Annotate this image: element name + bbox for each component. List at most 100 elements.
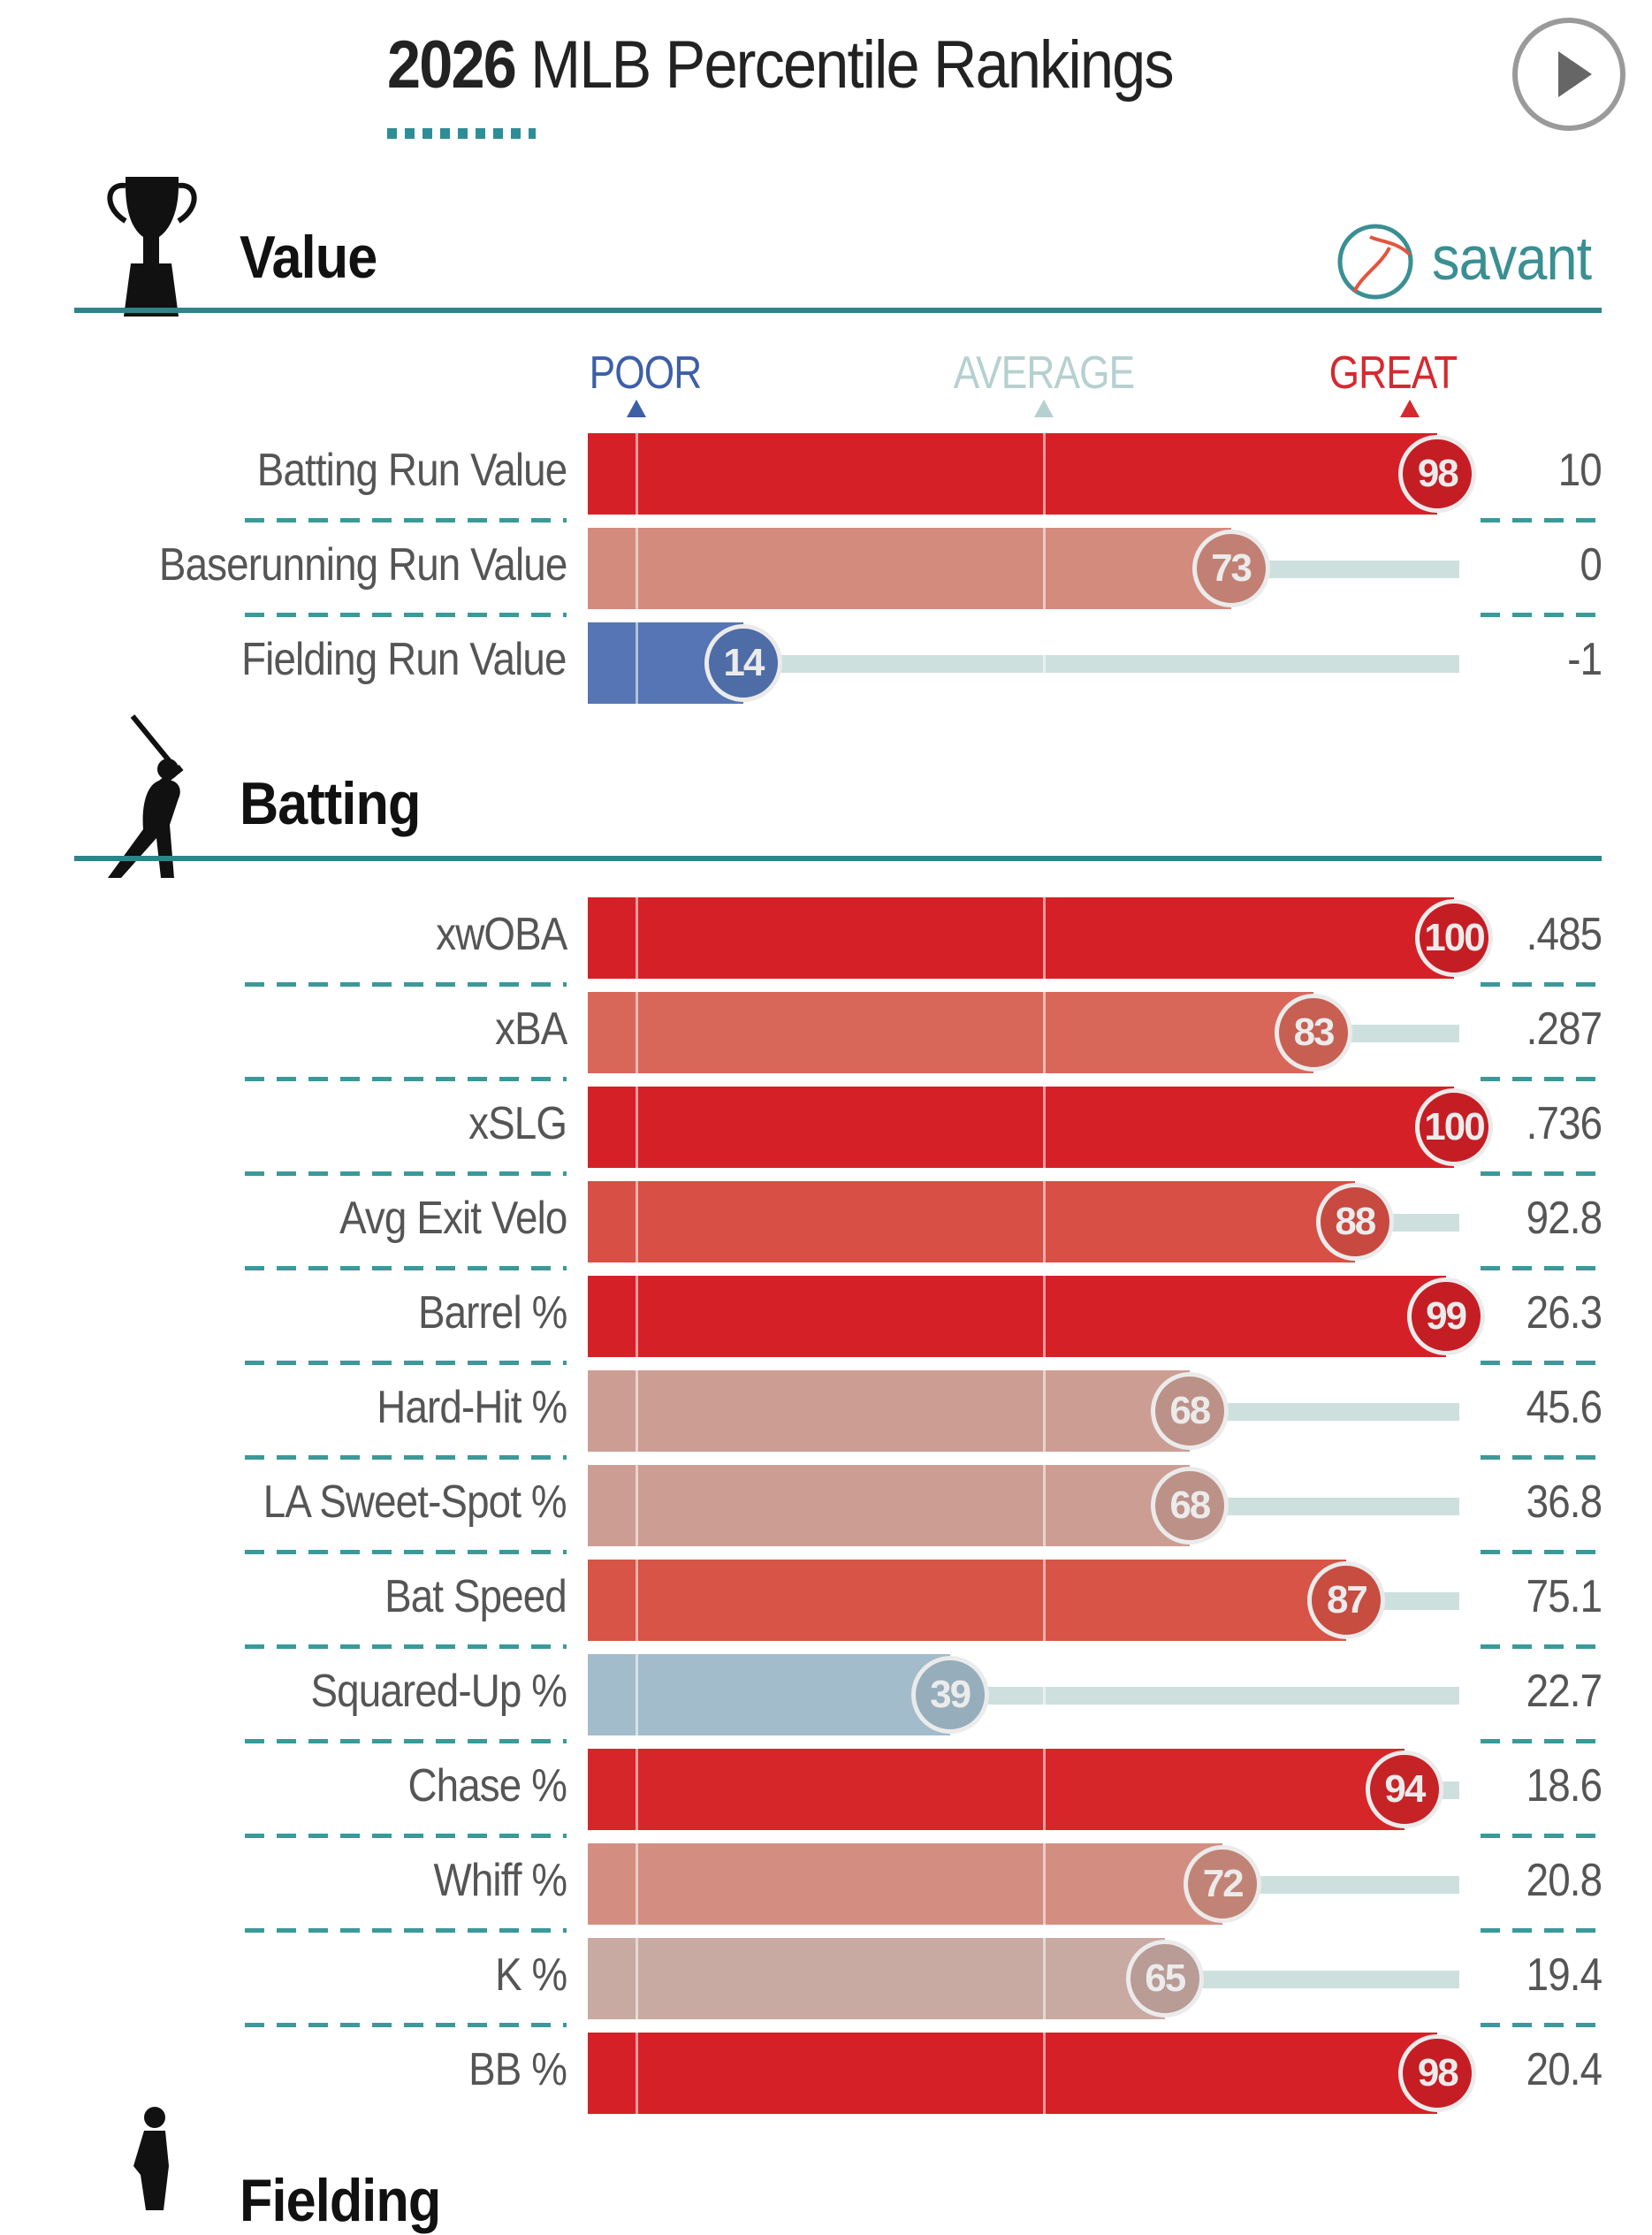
percentile-bar (588, 1749, 1405, 1830)
metric-row[interactable]: xSLG 100 .736 (0, 1087, 1652, 1181)
average-gridline (1043, 622, 1046, 704)
average-gridline (1043, 1370, 1046, 1452)
metric-row[interactable]: xwOBA 100 .485 (0, 897, 1652, 992)
metric-row[interactable]: BB % 98 20.4 (0, 2033, 1652, 2127)
title-text: MLB Percentile Rankings (514, 27, 1174, 103)
percentile-circle: 98 (1398, 435, 1477, 513)
poor-gridline (636, 1749, 638, 1830)
savant-logo-icon (1337, 224, 1413, 300)
section-title-value: Value (240, 224, 377, 291)
metric-row[interactable]: Fielding Run Value 14 -1 (0, 622, 1652, 717)
poor-gridline (636, 1938, 638, 2019)
row-separator (245, 1455, 567, 1460)
row-separator (245, 1834, 567, 1838)
average-gridline (1043, 1654, 1046, 1735)
metric-value: .736 (1526, 1098, 1602, 1149)
row-separator (245, 1361, 567, 1365)
metric-value: -1 (1567, 634, 1603, 685)
average-gridline (1043, 2033, 1046, 2114)
poor-gridline (636, 1181, 638, 1262)
average-gridline (1043, 1560, 1046, 1641)
poor-gridline (636, 1087, 638, 1168)
row-separator (1481, 518, 1602, 523)
metric-label: Barrel % (417, 1287, 567, 1339)
metric-label: xBA (494, 1003, 567, 1055)
row-separator (245, 1171, 567, 1176)
metric-value: 45.6 (1526, 1382, 1602, 1433)
metric-label: Baserunning Run Value (158, 539, 567, 591)
percentile-circle: 100 (1415, 1088, 1493, 1166)
metric-row[interactable]: LA Sweet-Spot % 68 36.8 (0, 1465, 1652, 1560)
great-arrow-icon (1400, 400, 1420, 417)
percentile-circle: 94 (1365, 1751, 1443, 1828)
metric-value: 22.7 (1526, 1666, 1602, 1717)
scale-label-average: AVERAGE (953, 347, 1135, 399)
row-separator (245, 982, 567, 987)
metric-label: Bat Speed (384, 1571, 567, 1622)
percentile-bar (588, 897, 1454, 979)
play-button[interactable] (1512, 18, 1625, 131)
batter-icon (108, 714, 184, 878)
poor-gridline (636, 1276, 638, 1357)
poor-gridline (636, 1843, 638, 1925)
page-title: 2026 MLB Percentile Rankings (387, 27, 1175, 103)
poor-gridline (636, 528, 638, 609)
percentile-bar (588, 1276, 1446, 1357)
section-divider-batting (74, 856, 1602, 861)
average-gridline (1043, 1938, 1046, 2019)
percentile-circle: 72 (1184, 1845, 1262, 1923)
poor-gridline (636, 1465, 638, 1546)
metric-row[interactable]: xBA 83 .287 (0, 992, 1652, 1087)
percentile-circle: 83 (1275, 994, 1353, 1072)
poor-gridline (636, 433, 638, 515)
title-underline (387, 128, 536, 139)
metric-label: Fielding Run Value (241, 634, 567, 685)
percentile-circle: 68 (1150, 1372, 1229, 1450)
percentile-bar (588, 528, 1231, 609)
average-arrow-icon (1034, 400, 1054, 417)
average-gridline (1043, 992, 1046, 1073)
section-title-fielding: Fielding (240, 2167, 441, 2234)
metric-label: Chase % (407, 1760, 567, 1812)
average-gridline (1043, 433, 1046, 515)
metric-row[interactable]: Barrel % 99 26.3 (0, 1276, 1652, 1370)
metric-row[interactable]: Chase % 94 18.6 (0, 1749, 1652, 1843)
metric-row[interactable]: Hard-Hit % 68 45.6 (0, 1370, 1652, 1465)
row-separator (1481, 982, 1602, 987)
metric-row[interactable]: Bat Speed 87 75.1 (0, 1560, 1652, 1654)
percentile-bar (588, 1938, 1165, 2019)
percentile-bar (588, 1560, 1347, 1641)
metric-label: Hard-Hit % (377, 1382, 567, 1433)
metric-value: 26.3 (1526, 1287, 1602, 1339)
metric-value: 19.4 (1526, 1949, 1602, 2001)
row-separator (1481, 1455, 1602, 1460)
average-gridline (1043, 1465, 1046, 1546)
trophy-icon (107, 177, 197, 317)
title-year: 2026 (387, 27, 517, 103)
row-separator (245, 1077, 567, 1081)
scale-label-great: GREAT (1328, 347, 1458, 399)
average-gridline (1043, 1749, 1046, 1830)
row-separator (245, 1928, 567, 1933)
average-gridline (1043, 897, 1046, 979)
row-separator (1481, 1171, 1602, 1176)
metric-row[interactable]: Batting Run Value 98 10 (0, 433, 1652, 528)
poor-gridline (636, 2033, 638, 2114)
metric-label: Batting Run Value (256, 445, 567, 496)
section-divider-value (74, 308, 1602, 313)
row-separator (245, 1739, 567, 1743)
metric-row[interactable]: Baserunning Run Value 73 0 (0, 528, 1652, 622)
metric-value: 36.8 (1526, 1476, 1602, 1528)
metric-label: Avg Exit Velo (339, 1193, 567, 1244)
metric-row[interactable]: Whiff % 72 20.8 (0, 1843, 1652, 1938)
metric-row[interactable]: K % 65 19.4 (0, 1938, 1652, 2033)
fielder-icon (133, 2107, 169, 2210)
metric-row[interactable]: Squared-Up % 39 22.7 (0, 1654, 1652, 1749)
metric-row[interactable]: Avg Exit Velo 88 92.8 (0, 1181, 1652, 1276)
row-separator (1481, 1550, 1602, 1554)
row-separator (245, 1266, 567, 1270)
poor-gridline (636, 992, 638, 1073)
metric-label: K % (494, 1949, 567, 2001)
poor-gridline (636, 1370, 638, 1452)
average-gridline (1043, 1087, 1046, 1168)
